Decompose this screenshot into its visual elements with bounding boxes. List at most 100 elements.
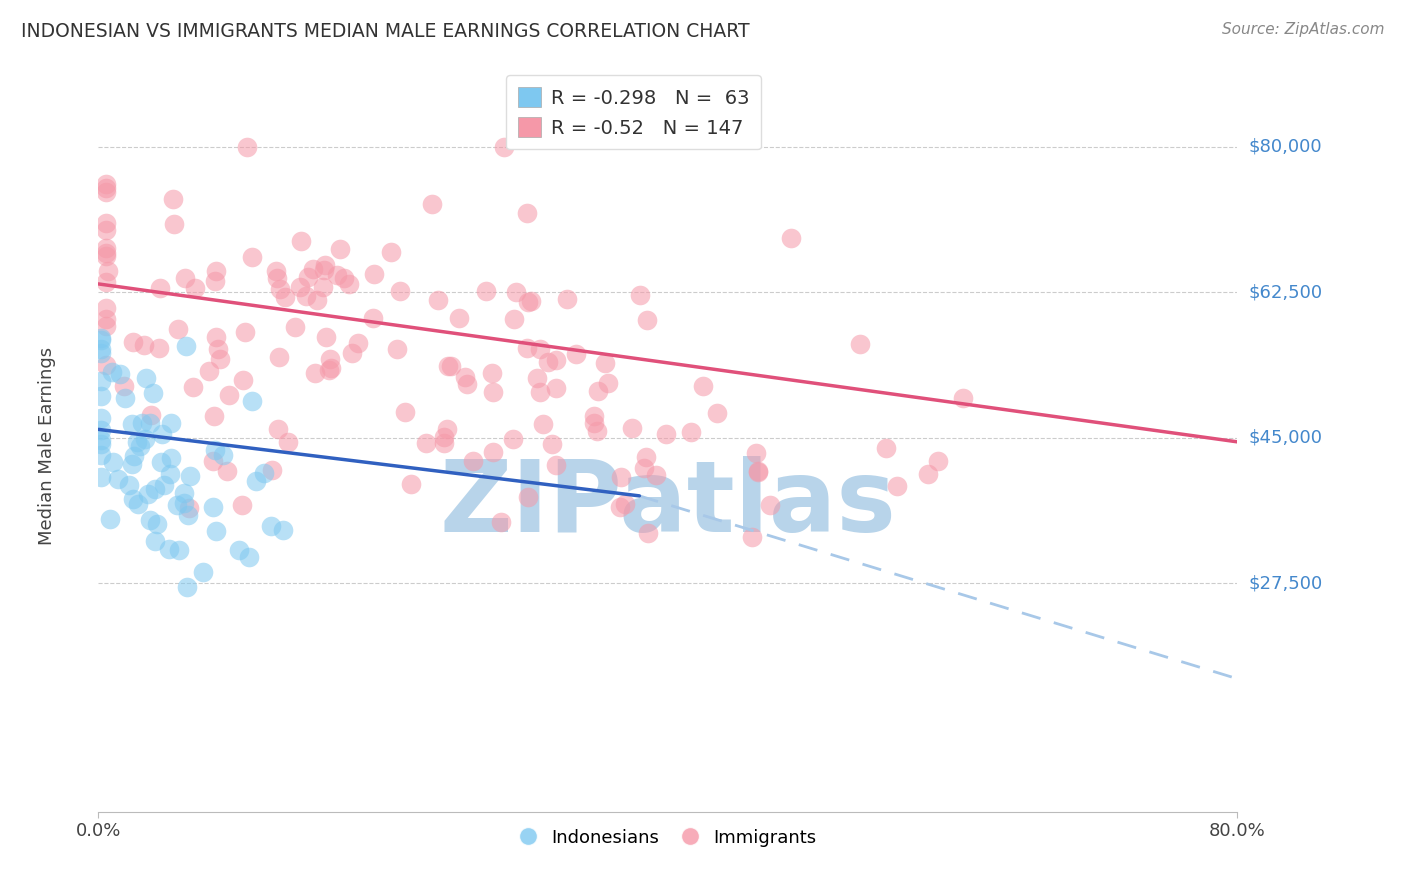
- Point: [143, 534, 166, 549]
- Point: [228, 542, 250, 557]
- Point: [90, 423, 112, 437]
- Point: [481, 366, 503, 380]
- Point: [204, 263, 226, 277]
- Point: [245, 475, 267, 489]
- Point: [312, 280, 335, 294]
- Point: [363, 268, 385, 282]
- Point: [146, 517, 169, 532]
- Point: [242, 250, 264, 264]
- Point: [260, 463, 283, 477]
- Point: [152, 427, 174, 442]
- Point: [114, 378, 136, 392]
- Point: [138, 416, 160, 430]
- Point: [482, 384, 505, 399]
- Point: [90, 374, 112, 388]
- Point: [269, 282, 291, 296]
- Point: [875, 441, 897, 455]
- Point: [202, 409, 225, 423]
- Point: [193, 566, 215, 580]
- Point: [520, 294, 543, 309]
- Point: [100, 512, 122, 526]
- Point: [94, 301, 117, 316]
- Point: [218, 387, 240, 401]
- Point: [131, 416, 153, 430]
- Point: [314, 258, 336, 272]
- Point: [516, 294, 538, 309]
- Point: [122, 334, 145, 349]
- Point: [706, 406, 728, 420]
- Point: [621, 421, 644, 435]
- Point: [326, 268, 349, 282]
- Point: [94, 312, 117, 326]
- Point: [274, 290, 297, 304]
- Point: [529, 342, 551, 356]
- Point: [129, 439, 152, 453]
- Point: [596, 376, 619, 390]
- Point: [636, 313, 658, 327]
- Point: [145, 482, 167, 496]
- Point: [181, 380, 204, 394]
- Point: [135, 371, 157, 385]
- Point: [174, 270, 197, 285]
- Point: [179, 468, 201, 483]
- Point: [544, 381, 567, 395]
- Point: [634, 450, 657, 465]
- Point: [101, 455, 124, 469]
- Point: [148, 341, 170, 355]
- Point: [482, 445, 505, 459]
- Point: [628, 288, 651, 302]
- Point: [385, 342, 408, 356]
- Point: [167, 322, 190, 336]
- Text: $27,500: $27,500: [1249, 574, 1323, 592]
- Point: [347, 336, 370, 351]
- Point: [337, 277, 360, 291]
- Point: [121, 417, 143, 431]
- Point: [426, 293, 449, 307]
- Point: [461, 454, 484, 468]
- Point: [555, 293, 578, 307]
- Point: [118, 478, 141, 492]
- Point: [492, 140, 515, 154]
- Point: [447, 311, 470, 326]
- Point: [759, 498, 782, 512]
- Point: [121, 457, 143, 471]
- Point: [437, 359, 460, 373]
- Point: [361, 311, 384, 326]
- Text: $62,500: $62,500: [1249, 284, 1323, 301]
- Point: [290, 234, 312, 248]
- Point: [304, 366, 326, 380]
- Point: [94, 216, 117, 230]
- Point: [436, 422, 458, 436]
- Point: [546, 458, 568, 472]
- Point: [215, 464, 238, 478]
- Point: [173, 496, 195, 510]
- Point: [209, 352, 232, 367]
- Point: [94, 186, 117, 200]
- Point: [516, 490, 538, 504]
- Point: [90, 343, 112, 357]
- Point: [94, 246, 117, 260]
- Point: [90, 331, 112, 345]
- Text: INDONESIAN VS IMMIGRANTS MEDIAN MALE EARNINGS CORRELATION CHART: INDONESIAN VS IMMIGRANTS MEDIAN MALE EAR…: [21, 22, 749, 41]
- Point: [637, 525, 659, 540]
- Point: [150, 455, 173, 469]
- Point: [433, 430, 456, 444]
- Point: [440, 359, 463, 373]
- Point: [329, 242, 352, 256]
- Point: [179, 501, 201, 516]
- Point: [456, 376, 478, 391]
- Point: [127, 497, 149, 511]
- Point: [114, 392, 136, 406]
- Point: [288, 279, 311, 293]
- Text: Source: ZipAtlas.com: Source: ZipAtlas.com: [1222, 22, 1385, 37]
- Text: $45,000: $45,000: [1249, 429, 1323, 447]
- Point: [269, 351, 291, 365]
- Point: [204, 274, 226, 288]
- Text: $80,000: $80,000: [1249, 137, 1322, 156]
- Point: [583, 409, 606, 423]
- Point: [537, 355, 560, 369]
- Point: [90, 410, 112, 425]
- Point: [184, 281, 207, 295]
- Point: [655, 427, 678, 442]
- Point: [205, 524, 228, 538]
